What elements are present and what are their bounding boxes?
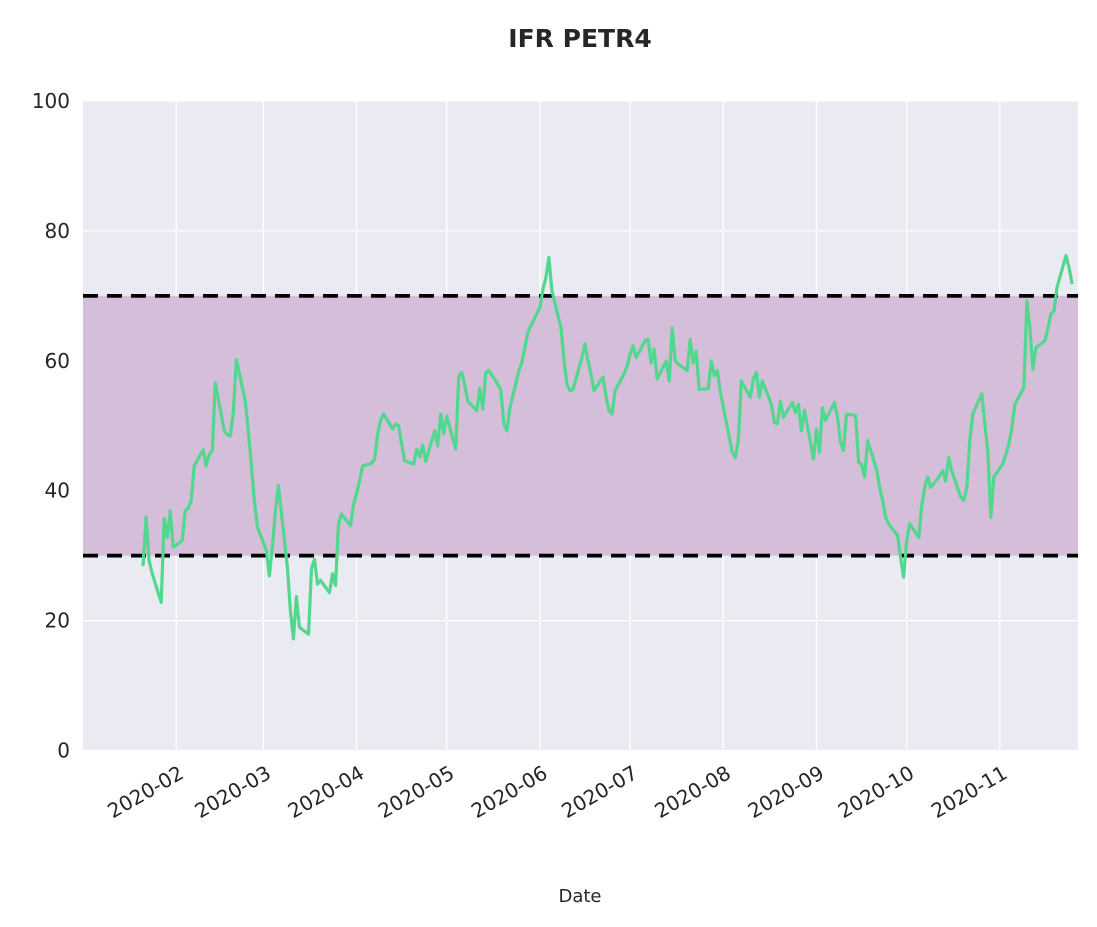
y-axis-tick-label: 0 <box>57 739 70 763</box>
x-axis-tick-label: 2020-10 <box>834 761 918 824</box>
y-axis-tick-label: 60 <box>45 349 70 373</box>
y-axis-tick-label: 20 <box>45 609 70 633</box>
x-axis-tick-label: 2020-07 <box>557 761 641 824</box>
x-axis-tick-label: 2020-05 <box>374 761 458 824</box>
y-axis-tick-label: 80 <box>45 219 70 243</box>
y-axis-tick-labels: 0 20 40 60 80 100 <box>32 89 70 763</box>
threshold-lines <box>83 293 1078 558</box>
y-axis-tick-label: 40 <box>45 479 70 503</box>
y-axis-tick-label: 100 <box>32 89 70 113</box>
x-axis-tick-label: 2020-08 <box>650 761 734 824</box>
x-axis-tick-label: 2020-03 <box>190 761 274 824</box>
x-axis-tick-label: 2020-04 <box>284 761 368 824</box>
rsi-line <box>141 254 1074 641</box>
chart-title: IFR PETR4 <box>508 24 651 53</box>
date-axis-label: Date <box>558 886 601 907</box>
x-axis-tick-labels: 2020-02 2020-03 2020-04 2020-05 2020-06 2020-… <box>103 761 1011 824</box>
x-axis-tick-label: 2020-09 <box>744 761 828 824</box>
rsi-line-group <box>141 254 1074 641</box>
x-axis-tick-label: 2020-02 <box>103 761 187 824</box>
x-axis-tick-label: 2020-06 <box>467 761 551 824</box>
x-axis-tick-label: 2020-11 <box>927 761 1011 824</box>
